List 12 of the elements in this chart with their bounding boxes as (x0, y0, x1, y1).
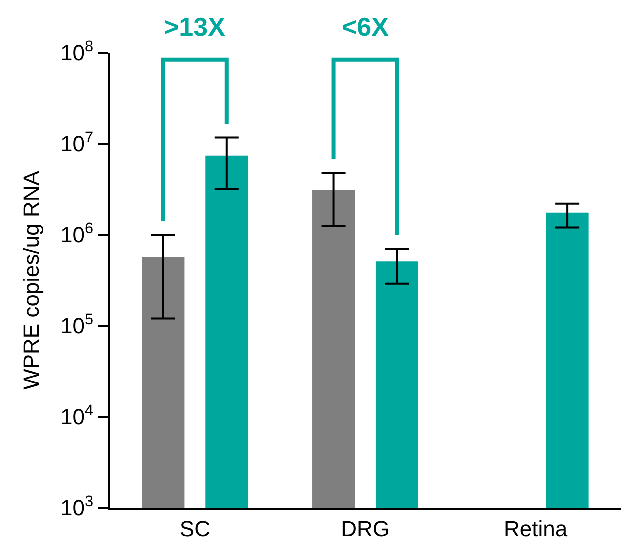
y-tick-label: 10$^{6}$ (60, 220, 94, 248)
x-tick-label: DRG (341, 516, 390, 542)
y-tick-label: 10$^{4}$ (60, 402, 94, 430)
y-tick-label: 10$^{3}$ (60, 493, 94, 521)
text: <6X (342, 12, 390, 42)
text: >13X (164, 12, 226, 42)
y-axis-title: WPRE copies/ug RNA (18, 170, 44, 390)
x-tick-label: Retina (504, 516, 568, 542)
x-tick-label: SC (180, 516, 211, 542)
y-tick-label: 10$^{7}$ (60, 129, 94, 157)
y-tick-label: 10$^{5}$ (60, 311, 94, 339)
y-tick-label: 10$^{8}$ (60, 38, 94, 66)
